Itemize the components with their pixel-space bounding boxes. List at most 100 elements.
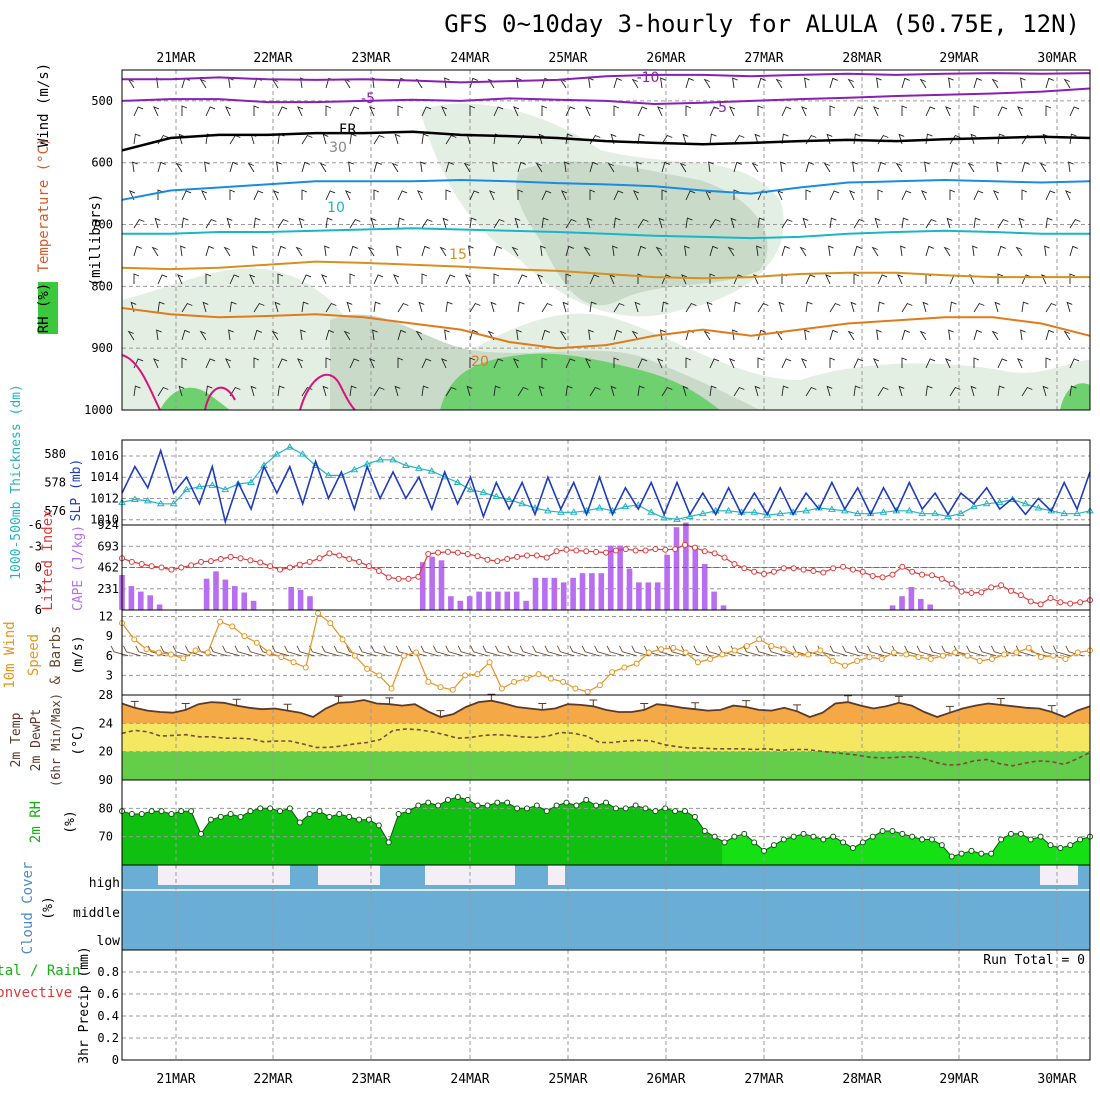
rh-point-3 bbox=[148, 808, 155, 815]
wind10m-barb bbox=[358, 645, 377, 657]
temp-whisker-9 bbox=[232, 698, 241, 706]
wind-barb bbox=[873, 358, 880, 369]
li-point-97 bbox=[1077, 599, 1084, 606]
li-point-13 bbox=[247, 557, 254, 564]
wind-barb bbox=[588, 77, 594, 89]
cape-bar-56 bbox=[645, 582, 652, 610]
wind-barb bbox=[324, 245, 330, 257]
wind-speed-point-16 bbox=[315, 610, 322, 617]
wind-barb bbox=[445, 189, 452, 200]
ylabel-degc: (°C) bbox=[71, 724, 86, 755]
li-point-1 bbox=[128, 558, 135, 565]
li-point-51 bbox=[622, 546, 629, 553]
wind-barb bbox=[754, 385, 761, 397]
wind-barb bbox=[637, 133, 645, 145]
wind-barb bbox=[565, 273, 572, 284]
wind-barb bbox=[757, 105, 764, 116]
rh-point-17 bbox=[286, 805, 293, 812]
wind-speed-point-69 bbox=[964, 652, 971, 659]
x-tick-top-21MAR: 21MAR bbox=[156, 51, 195, 66]
wind-barb bbox=[802, 217, 809, 229]
wind-barb bbox=[349, 385, 357, 397]
thickness-tick-580: 580 bbox=[44, 447, 66, 461]
wind10m-barbs bbox=[110, 645, 1083, 657]
li-point-16 bbox=[277, 566, 284, 573]
li-point-72 bbox=[830, 565, 837, 572]
wind-speed-point-26 bbox=[437, 684, 444, 691]
wind-barb bbox=[541, 329, 550, 341]
rh-point-89 bbox=[998, 836, 1005, 843]
li-point-77 bbox=[879, 574, 886, 581]
wind-barb bbox=[493, 245, 502, 257]
rh-point-77 bbox=[879, 828, 886, 834]
wind-barb bbox=[657, 106, 664, 117]
rh-point-1 bbox=[128, 811, 135, 817]
wind-barb bbox=[396, 245, 402, 257]
thickness-point-2 bbox=[143, 496, 152, 504]
x-tick-top-28MAR: 28MAR bbox=[842, 51, 881, 66]
rh-point-50 bbox=[612, 805, 619, 812]
wind-barb bbox=[709, 385, 717, 397]
rh-point-19 bbox=[306, 811, 313, 817]
contour-label-6: 20 bbox=[471, 354, 489, 370]
wind-barb bbox=[709, 133, 717, 145]
wind-speed-point-34 bbox=[535, 671, 542, 678]
wind-barb bbox=[559, 330, 567, 341]
thickness-point-27 bbox=[466, 485, 475, 493]
rh-point-93 bbox=[1037, 833, 1044, 840]
ylabel-cloud: Cloud Cover bbox=[20, 862, 36, 955]
wind-barb bbox=[397, 217, 405, 229]
wind-barb bbox=[970, 133, 977, 145]
temp-whisker-5 bbox=[181, 703, 190, 710]
wind-barb bbox=[181, 77, 190, 89]
wind-barb bbox=[181, 190, 192, 201]
thickness-point-3 bbox=[156, 499, 165, 507]
wind-barb bbox=[945, 106, 952, 117]
wind-barb bbox=[517, 189, 524, 200]
li-point-69 bbox=[800, 566, 807, 573]
li-point-26 bbox=[375, 568, 382, 575]
wind-barb bbox=[943, 246, 951, 257]
x-tick-bottom-27MAR: 27MAR bbox=[744, 1072, 783, 1087]
li-point-90 bbox=[1007, 587, 1014, 594]
wind10m-barb bbox=[383, 645, 401, 657]
li-point-28 bbox=[395, 575, 402, 582]
wind-barb bbox=[1045, 77, 1054, 89]
wind-barb bbox=[228, 329, 234, 341]
li-tick-0: 0 bbox=[35, 561, 42, 575]
wind-barb bbox=[1065, 190, 1072, 201]
cape-bar-45 bbox=[542, 577, 548, 610]
wind-barb bbox=[754, 133, 761, 145]
rh-point-84 bbox=[948, 853, 955, 860]
cape-bar-44 bbox=[532, 577, 539, 610]
wind-barb bbox=[493, 218, 505, 229]
upper-air-rh-shading bbox=[122, 103, 1090, 410]
wind-barb bbox=[1045, 190, 1056, 201]
wind-barb bbox=[277, 273, 284, 284]
wind-barb bbox=[613, 217, 621, 229]
li-point-93 bbox=[1037, 601, 1044, 608]
wind-barb bbox=[613, 105, 620, 116]
cape-bar-10 bbox=[213, 571, 219, 610]
cloud-gap-0 bbox=[158, 865, 290, 885]
cape-bar-86 bbox=[927, 604, 933, 610]
cape-bar-3 bbox=[147, 595, 153, 610]
wind-barb bbox=[997, 385, 1005, 397]
rh-band-mid-dark bbox=[516, 161, 768, 306]
wind-speed-point-20 bbox=[364, 665, 371, 672]
rh-point-91 bbox=[1017, 830, 1024, 837]
rh-point-75 bbox=[859, 839, 866, 846]
wind-barb bbox=[685, 77, 694, 89]
wind-barb bbox=[205, 218, 217, 229]
thickness-point-23 bbox=[414, 464, 423, 471]
wind10m-barb bbox=[494, 645, 513, 657]
temp-tick-28: 28 bbox=[99, 688, 113, 702]
wind-barb bbox=[661, 386, 673, 397]
li-point-42 bbox=[533, 552, 540, 559]
wind-barb bbox=[298, 217, 305, 229]
cape-bar-42 bbox=[513, 591, 520, 610]
thickness-point-31 bbox=[518, 499, 526, 507]
wind-speed-point-38 bbox=[584, 688, 591, 695]
wind-speed-point-15 bbox=[302, 664, 309, 671]
rh-point-48 bbox=[593, 802, 600, 809]
